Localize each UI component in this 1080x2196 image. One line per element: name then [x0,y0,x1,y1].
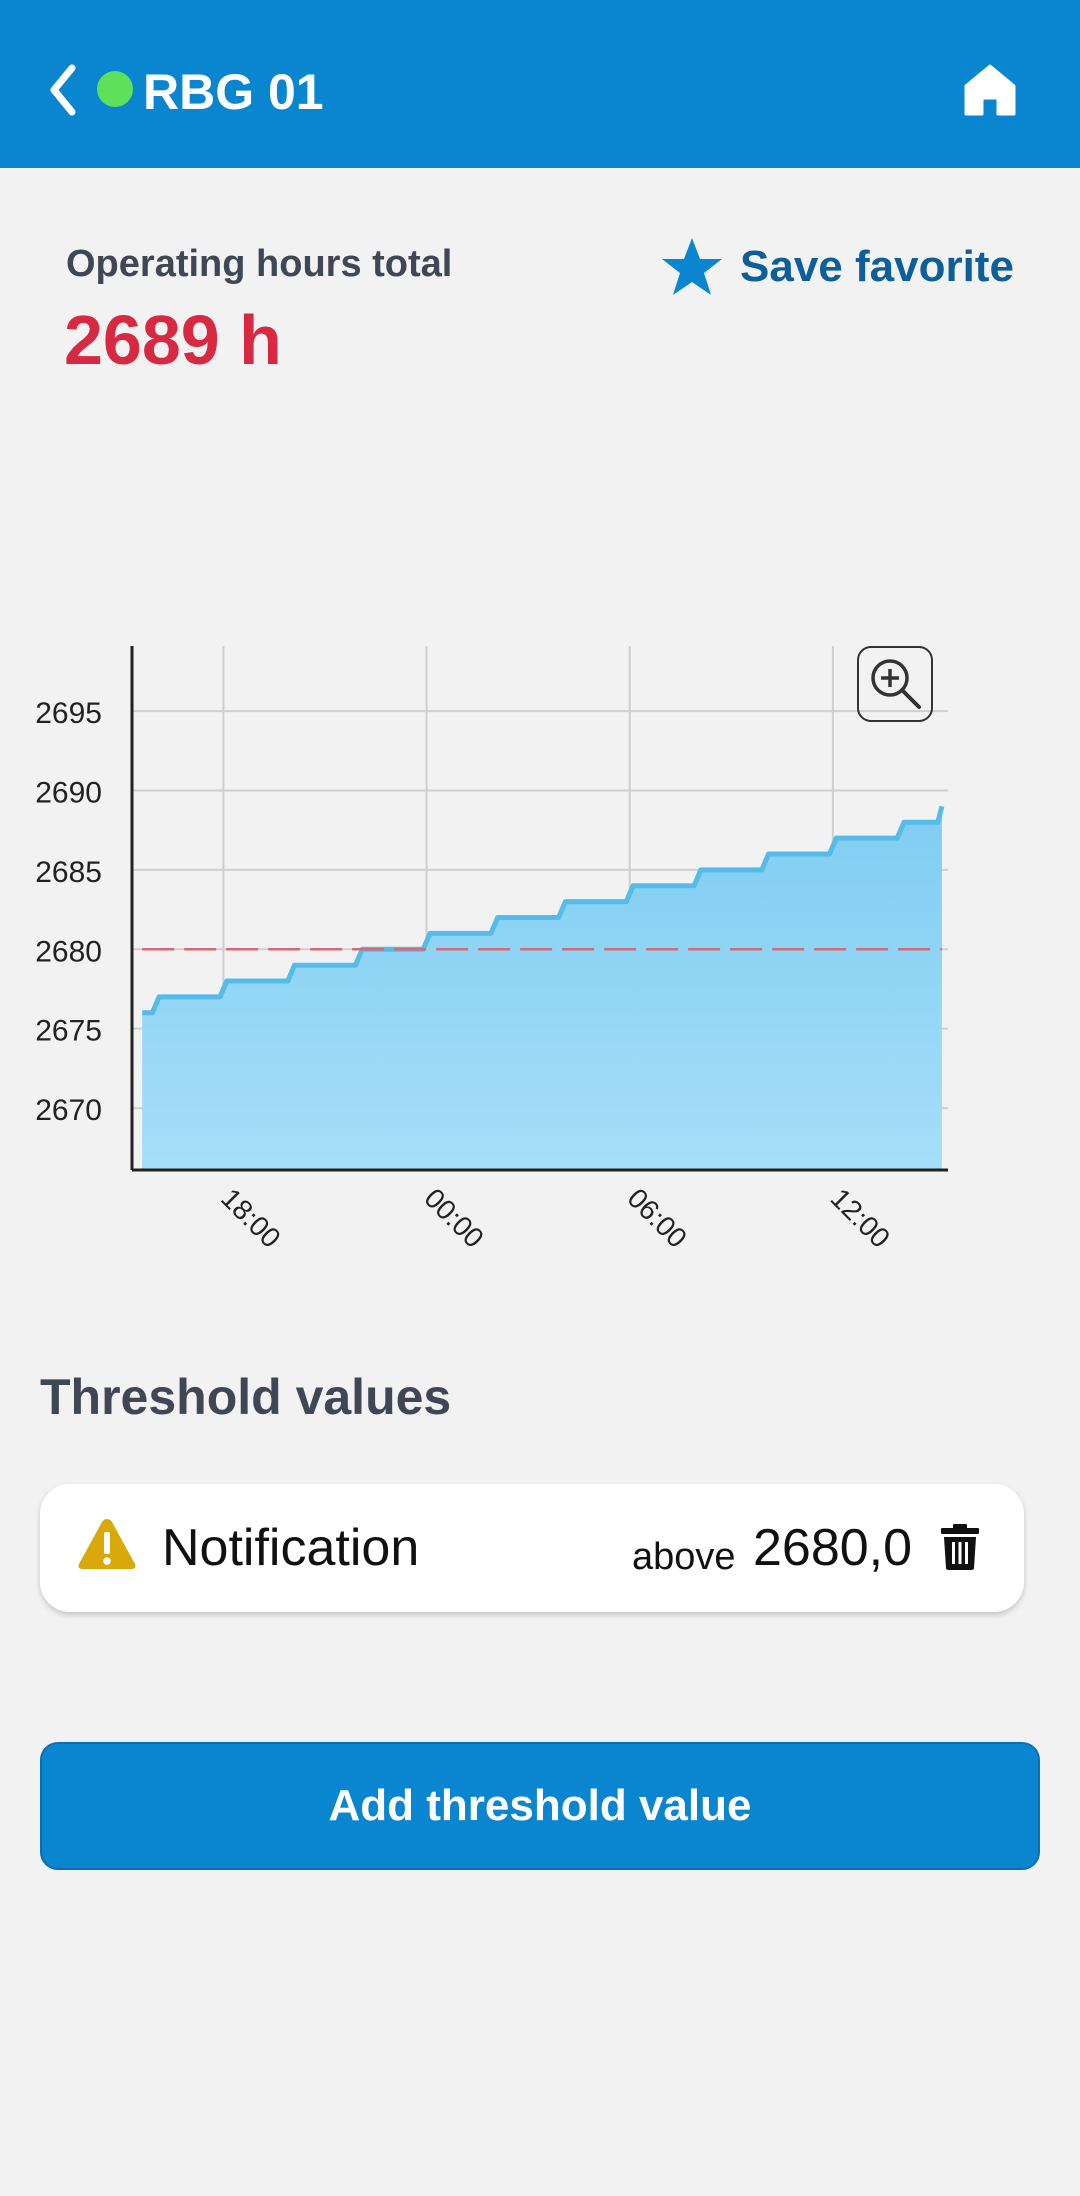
threshold-item[interactable]: Notification above 2680,0 [40,1484,1024,1612]
x-tick-label: 00:00 [418,1182,489,1253]
add-threshold-button[interactable]: Add threshold value [40,1742,1040,1870]
trash-icon [941,1524,979,1570]
y-tick-label: 2675 [35,1015,102,1048]
save-favorite-button[interactable]: Save favorite [660,232,1014,302]
threshold-type: Notification [162,1519,420,1577]
y-tick-label: 2685 [35,856,102,889]
threshold-value: 2680,0 [753,1519,913,1577]
chevron-left-icon [50,64,76,116]
app-bar: RBG 01 [0,0,1080,168]
y-tick-label: 2680 [35,935,102,968]
status-indicator [97,71,133,107]
star-icon [662,238,722,295]
threshold-condition: above [632,1536,736,1578]
warning-icon [78,1519,136,1569]
threshold-section-title: Threshold values [40,1369,452,1425]
x-tick-label: 06:00 [621,1182,692,1253]
area-fill [142,806,942,1170]
series-line [142,805,945,1016]
back-button[interactable] [44,60,84,120]
metric-value: 2689 h [64,301,282,379]
y-tick-label: 2690 [35,776,102,809]
y-tick-label: 2695 [35,697,102,730]
metric-label: Operating hours total [66,243,453,285]
x-tick-label: 18:00 [215,1182,286,1253]
save-favorite-label: Save favorite [740,242,1014,291]
zoom-in-icon [871,659,921,709]
x-tick-label: 12:00 [825,1182,896,1253]
operating-hours-chart: 2670 2675 2680 2685 2690 2695 18:00 00:00 06:00 1… [35,646,948,1254]
y-tick-label: 2670 [35,1094,102,1127]
home-button[interactable] [962,62,1018,118]
page-title: RBG 01 [143,64,324,120]
home-icon [964,64,1016,116]
zoom-button[interactable] [857,646,933,722]
delete-threshold-button[interactable] [940,1524,980,1570]
